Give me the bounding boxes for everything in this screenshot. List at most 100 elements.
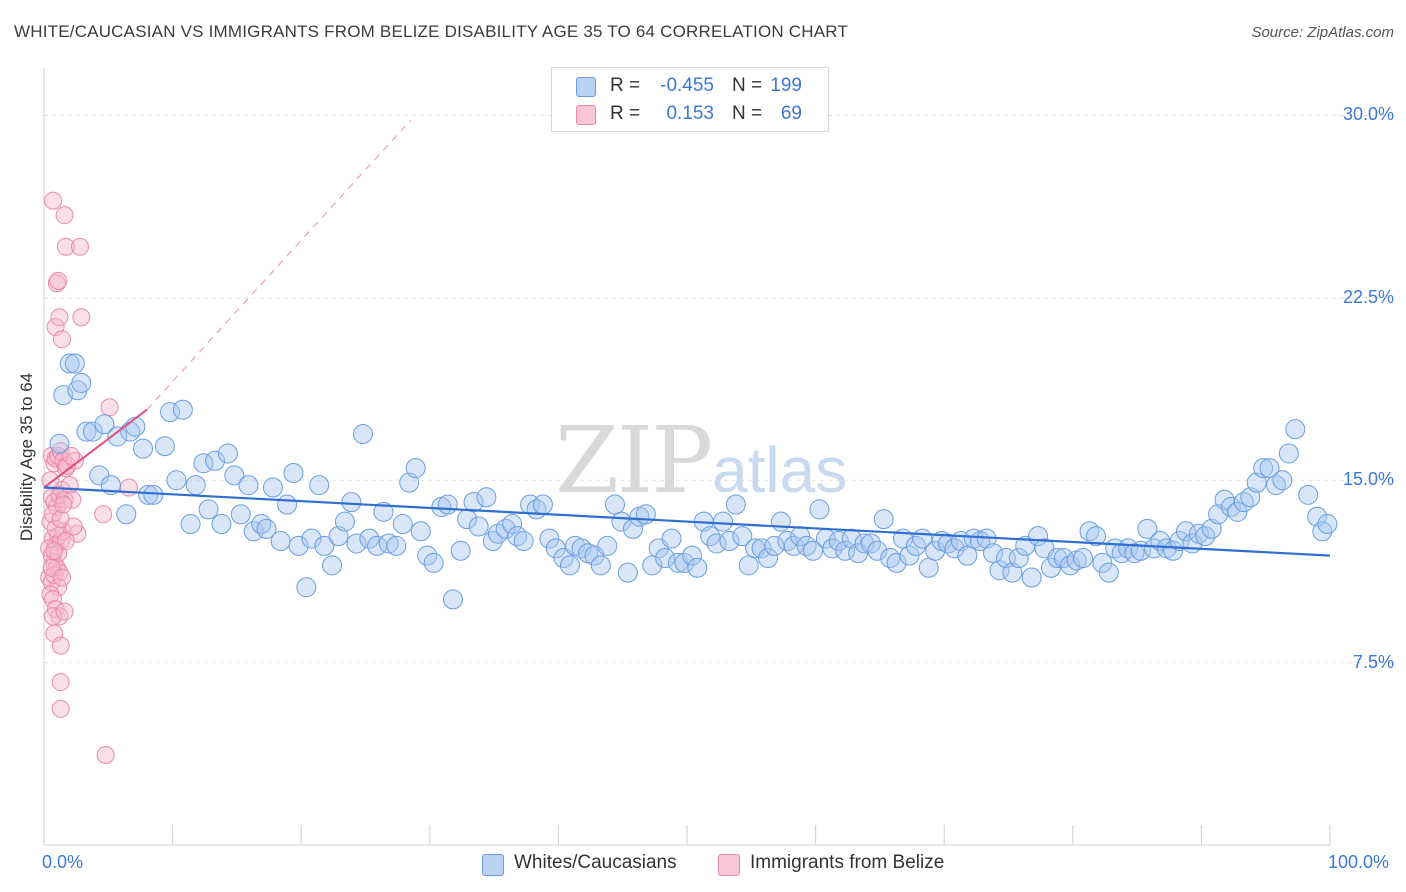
data-point-whites bbox=[256, 518, 277, 539]
data-point-whites bbox=[1272, 470, 1293, 491]
data-point-whites bbox=[502, 514, 523, 535]
data-point-whites bbox=[230, 504, 251, 525]
data-point-whites bbox=[706, 533, 727, 554]
data-point-whites bbox=[143, 484, 164, 505]
data-point-whites bbox=[198, 499, 219, 520]
data-point-whites bbox=[803, 540, 824, 561]
data-point-whites bbox=[1047, 548, 1068, 569]
data-point-belize bbox=[60, 476, 79, 495]
data-point-whites bbox=[172, 399, 193, 420]
data-point-belize bbox=[50, 607, 69, 626]
data-point-whites bbox=[138, 484, 159, 505]
data-point-belize bbox=[40, 539, 59, 558]
legend-item-whites: Whites/Caucasians bbox=[482, 852, 702, 878]
y-tick-label: 30.0% bbox=[1342, 104, 1394, 125]
data-point-whites bbox=[1253, 458, 1274, 479]
r-label: R = bbox=[610, 75, 641, 96]
belize-trend-extension bbox=[146, 119, 411, 411]
data-point-whites bbox=[352, 424, 373, 445]
x-tick-max: 100.0% bbox=[1328, 852, 1390, 872]
data-point-whites bbox=[373, 501, 394, 522]
data-point-whites bbox=[154, 436, 175, 457]
data-point-belize bbox=[44, 191, 63, 210]
data-point-whites bbox=[835, 540, 856, 561]
data-point-belize bbox=[94, 505, 113, 524]
data-point-belize bbox=[41, 585, 60, 604]
data-point-belize bbox=[96, 746, 115, 765]
data-point-belize bbox=[64, 517, 83, 536]
data-point-belize bbox=[46, 519, 65, 538]
data-point-whites bbox=[1092, 552, 1113, 573]
data-point-belize bbox=[49, 271, 68, 290]
data-point-whites bbox=[1169, 531, 1190, 552]
data-point-whites bbox=[64, 353, 85, 374]
data-point-whites bbox=[1278, 443, 1299, 464]
data-point-whites bbox=[719, 531, 740, 552]
immigrants-belize-points bbox=[40, 191, 138, 765]
data-point-whites bbox=[590, 555, 611, 576]
data-point-whites bbox=[217, 443, 238, 464]
data-point-belize bbox=[45, 541, 64, 560]
data-point-whites bbox=[597, 535, 618, 556]
legend-label: Immigrants from Belize bbox=[750, 852, 945, 873]
data-point-whites bbox=[322, 555, 343, 576]
data-point-whites bbox=[559, 555, 580, 576]
axes bbox=[43, 68, 1331, 846]
data-point-whites bbox=[886, 552, 907, 573]
data-point-whites bbox=[873, 509, 894, 530]
data-point-whites bbox=[635, 504, 656, 525]
y-axis-label: Disability Age 35 to 64 bbox=[17, 372, 36, 542]
legend-swatch-pink bbox=[718, 854, 740, 876]
belize-trend-line bbox=[43, 408, 148, 489]
data-point-whites bbox=[166, 470, 187, 491]
legend-row-whites: R = -0.455 N = 199 bbox=[552, 72, 828, 100]
data-point-whites bbox=[1098, 562, 1119, 583]
data-point-belize bbox=[49, 578, 68, 597]
data-point-whites bbox=[314, 535, 335, 556]
r-value: -0.455 bbox=[660, 75, 714, 96]
data-point-whites bbox=[732, 526, 753, 547]
data-point-whites bbox=[359, 528, 380, 549]
data-point-belize bbox=[55, 602, 74, 621]
data-point-whites bbox=[270, 531, 291, 552]
data-point-whites bbox=[378, 533, 399, 554]
data-point-whites bbox=[238, 475, 259, 496]
data-point-whites bbox=[1008, 548, 1029, 569]
y-tick-label: 15.0% bbox=[1342, 469, 1394, 490]
n-label: N = bbox=[732, 75, 763, 96]
data-point-belize bbox=[100, 398, 119, 417]
data-point-belize bbox=[54, 495, 73, 514]
data-point-whites bbox=[1137, 518, 1158, 539]
legend-row-belize: R = 0.153 N = 69 bbox=[552, 100, 828, 128]
data-point-whites bbox=[450, 540, 471, 561]
data-point-whites bbox=[751, 538, 772, 559]
data-point-belize bbox=[53, 330, 72, 349]
r-label: R = bbox=[610, 103, 641, 124]
data-point-belize bbox=[53, 568, 72, 587]
data-point-whites bbox=[617, 562, 638, 583]
whites-trend-line bbox=[43, 486, 1331, 557]
data-point-whites bbox=[125, 416, 146, 437]
data-point-whites bbox=[468, 516, 489, 537]
data-point-belize bbox=[51, 699, 70, 718]
data-point-whites bbox=[334, 511, 355, 532]
data-point-whites bbox=[410, 521, 431, 542]
data-point-whites bbox=[1312, 521, 1333, 542]
data-point-whites bbox=[107, 426, 128, 447]
data-point-whites bbox=[661, 528, 682, 549]
watermark-zip: ZIP bbox=[555, 407, 711, 514]
y-tick-label: 7.5% bbox=[1352, 651, 1394, 672]
data-point-whites bbox=[1021, 567, 1042, 588]
data-point-whites bbox=[116, 504, 137, 525]
data-point-whites bbox=[243, 521, 264, 542]
data-point-whites bbox=[133, 438, 154, 459]
source-label: Source: ZipAtlas.com bbox=[1251, 24, 1394, 41]
data-point-whites bbox=[604, 494, 625, 515]
data-point-whites bbox=[296, 577, 317, 598]
data-point-belize bbox=[56, 532, 75, 551]
data-point-whites bbox=[918, 557, 939, 578]
data-point-whites bbox=[211, 514, 232, 535]
data-point-whites bbox=[288, 535, 309, 556]
chart-title: WHITE/CAUCASIAN VS IMMIGRANTS FROM BELIZ… bbox=[14, 22, 849, 41]
data-point-whites bbox=[899, 545, 920, 566]
